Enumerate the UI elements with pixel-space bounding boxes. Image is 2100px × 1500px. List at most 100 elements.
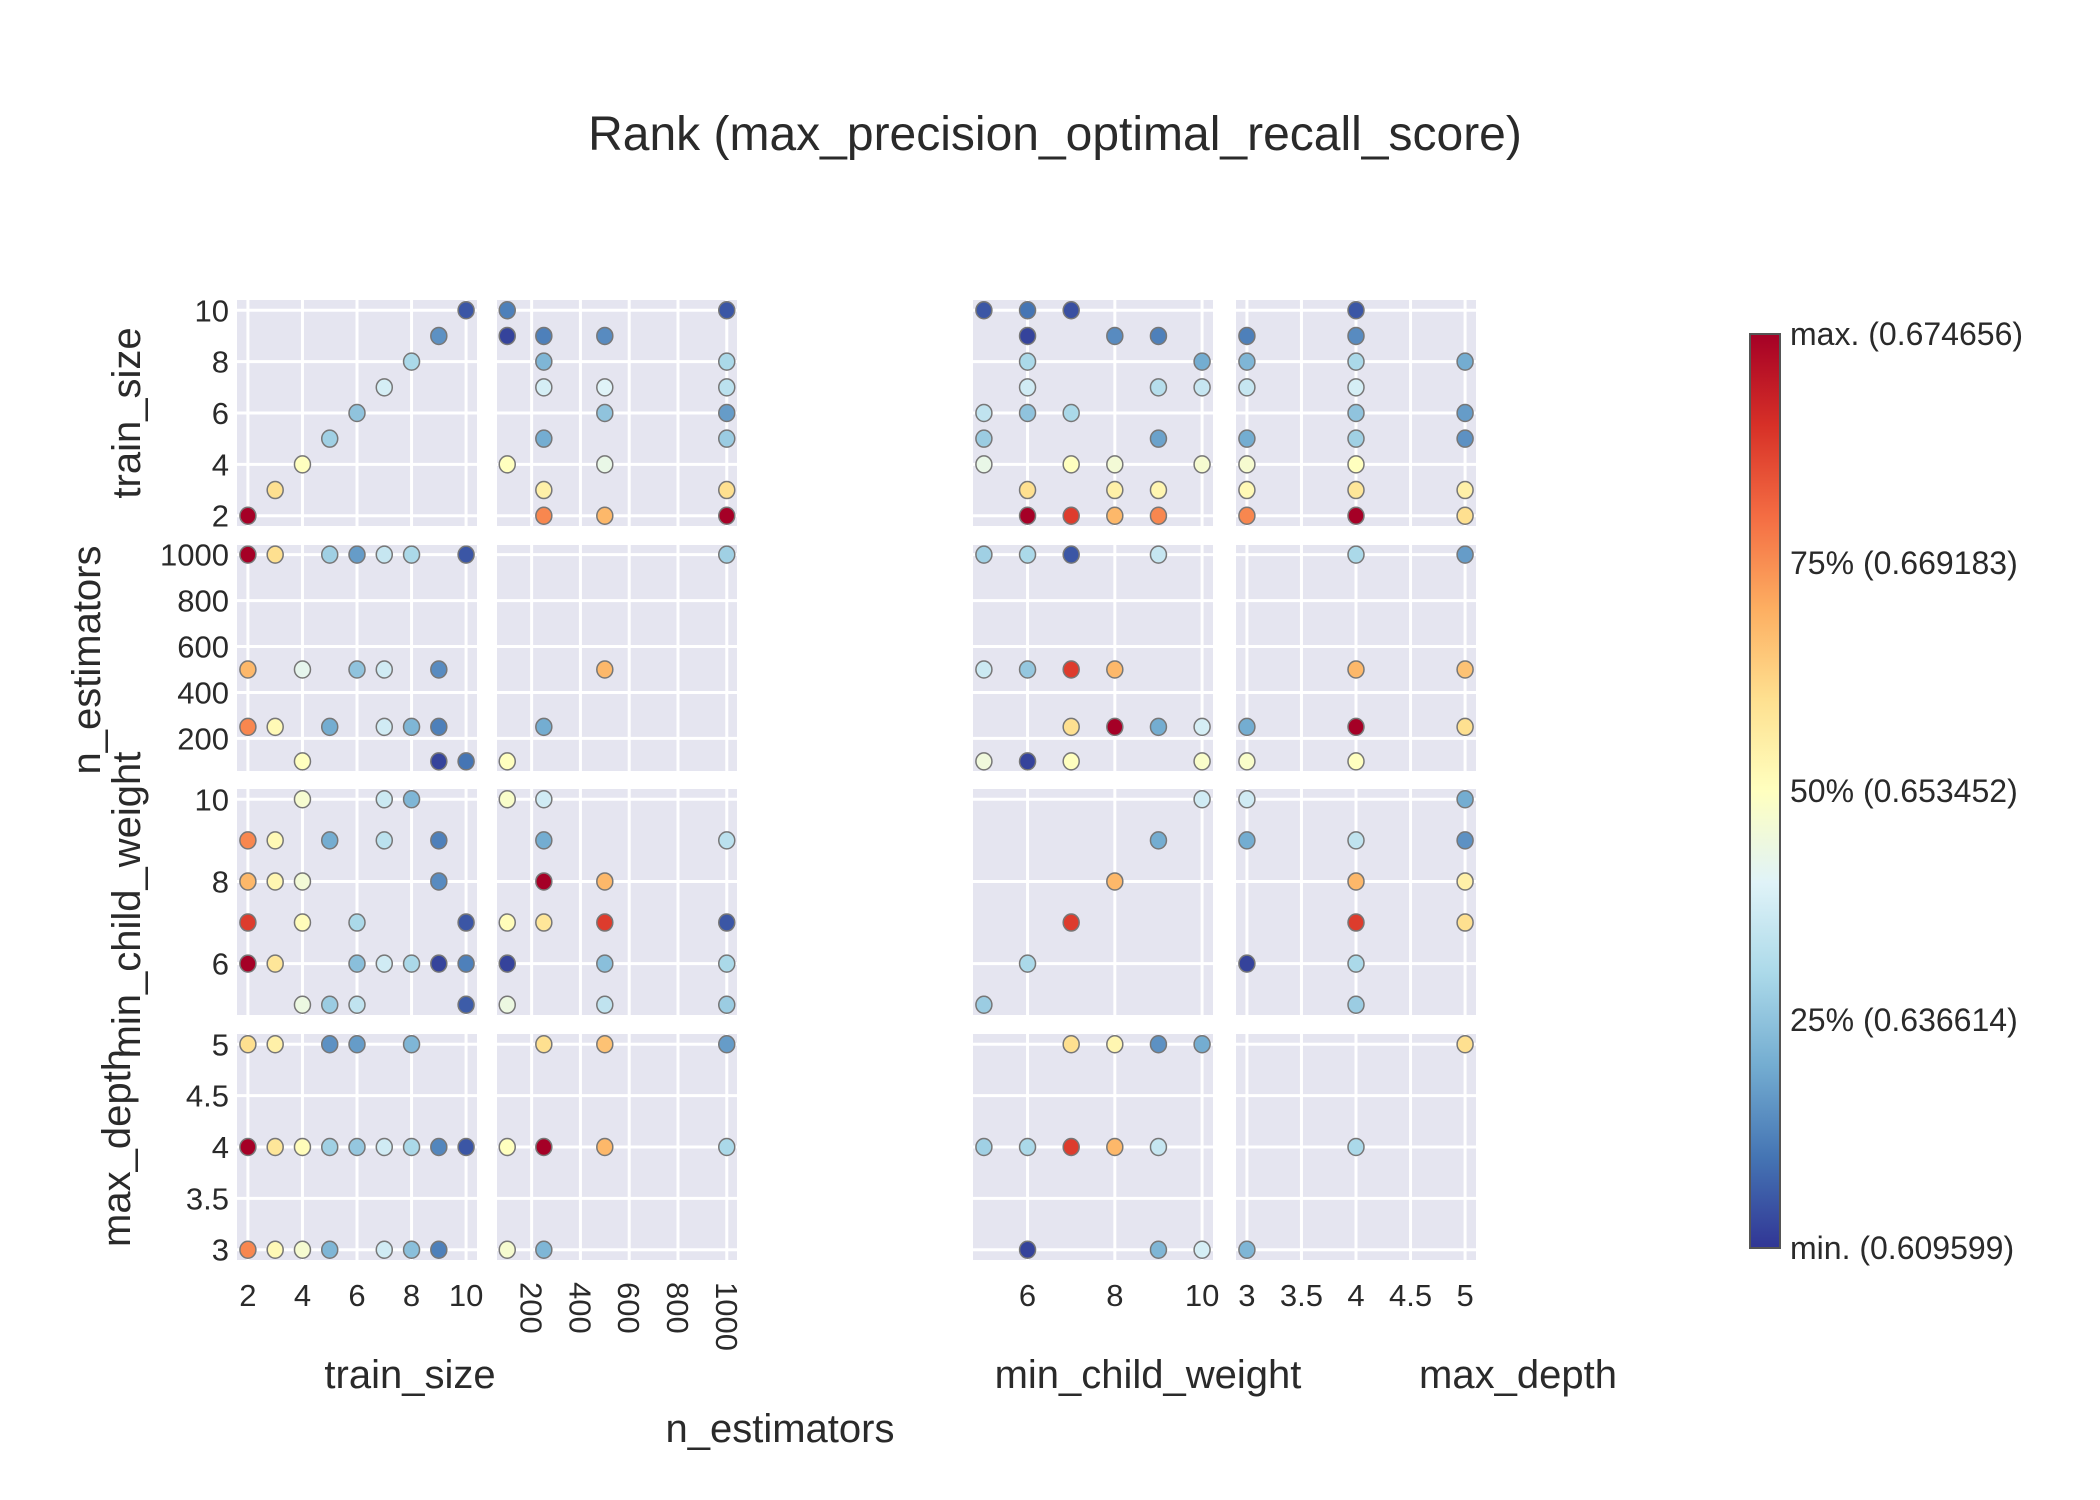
data-point xyxy=(718,480,736,500)
y-axis-title-min-child-weight: min_child_weight xyxy=(105,752,149,1059)
data-point xyxy=(239,545,257,564)
data-point xyxy=(1193,790,1211,809)
data-point xyxy=(239,660,257,679)
x-tick-label: 4 xyxy=(294,1278,311,1313)
data-point xyxy=(1238,790,1256,809)
data-point xyxy=(1018,301,1037,320)
data-point xyxy=(535,378,553,397)
panel-n_estimators-vs-train_size xyxy=(237,545,477,771)
data-point xyxy=(596,954,614,973)
data-point xyxy=(535,831,553,850)
data-point xyxy=(1018,506,1037,525)
panel-n_estimators-vs-n_estimators xyxy=(497,545,737,771)
data-point xyxy=(596,326,614,346)
data-point xyxy=(375,831,394,850)
data-point xyxy=(1347,1137,1365,1157)
y-tick-label: 10 xyxy=(195,293,229,328)
data-point xyxy=(1106,660,1124,679)
data-point xyxy=(535,1240,553,1259)
data-point xyxy=(1193,352,1211,371)
data-point xyxy=(1456,790,1474,809)
data-point xyxy=(266,717,284,737)
data-point xyxy=(239,1137,257,1157)
y-axis-title-n-estimators: n_estimators xyxy=(65,546,109,775)
data-point xyxy=(375,545,394,564)
data-point xyxy=(975,660,993,679)
x-tick-label: 3 xyxy=(1238,1278,1255,1313)
data-point xyxy=(293,872,312,891)
data-point xyxy=(1062,506,1080,525)
data-point xyxy=(239,506,257,525)
data-point xyxy=(718,954,736,973)
data-point xyxy=(457,913,475,932)
y-tick-label: 800 xyxy=(177,584,229,619)
data-point xyxy=(535,913,553,932)
data-point xyxy=(320,831,339,850)
data-point xyxy=(498,913,516,932)
data-point xyxy=(1238,378,1256,397)
x-tick-label: 6 xyxy=(1019,1278,1036,1313)
y-tick-label: 400 xyxy=(177,675,229,710)
data-point xyxy=(1347,913,1365,932)
data-point xyxy=(375,378,394,397)
data-point xyxy=(1062,717,1080,737)
data-point xyxy=(457,545,475,564)
data-point xyxy=(239,872,257,891)
data-point xyxy=(348,1035,366,1054)
data-point xyxy=(266,1240,284,1259)
data-point xyxy=(320,1240,339,1259)
data-point xyxy=(498,326,516,346)
colorbar-label-75: 75% (0.669183) xyxy=(1790,545,2018,581)
data-point xyxy=(1347,455,1365,474)
data-point xyxy=(430,326,448,346)
data-point xyxy=(239,1035,257,1054)
data-point xyxy=(1018,326,1037,346)
data-point xyxy=(1018,752,1037,771)
data-point xyxy=(1238,480,1256,500)
data-point xyxy=(498,790,516,809)
y-axis-title-train-size: train_size xyxy=(105,327,149,498)
data-point xyxy=(402,790,421,809)
chart-title: Rank (max_precision_optimal_recall_score… xyxy=(588,108,1522,161)
data-point xyxy=(1347,403,1365,423)
data-point xyxy=(535,717,553,737)
panel-n_estimators-vs-max_depth xyxy=(1236,545,1476,771)
data-point xyxy=(1238,352,1256,371)
data-point xyxy=(402,954,421,973)
data-point xyxy=(1456,1035,1474,1054)
data-point xyxy=(1018,378,1037,397)
data-point xyxy=(1347,872,1365,891)
data-point xyxy=(1456,872,1474,891)
y-tick-label: 3.5 xyxy=(186,1181,229,1216)
data-point xyxy=(1149,326,1168,346)
colorbar: max. (0.674656) 75% (0.669183) 50% (0.65… xyxy=(1749,316,2023,1266)
data-point xyxy=(430,660,448,679)
data-point xyxy=(348,995,366,1014)
data-point xyxy=(535,1137,553,1157)
data-point xyxy=(293,455,312,474)
data-point xyxy=(320,545,339,564)
data-point xyxy=(1456,352,1474,371)
data-point xyxy=(718,1035,736,1054)
data-point xyxy=(1149,1240,1168,1259)
data-point xyxy=(718,403,736,423)
x-axis-title-train-size: train_size xyxy=(324,1353,495,1397)
data-point xyxy=(1347,301,1365,320)
data-point xyxy=(975,403,993,423)
data-point xyxy=(718,1137,736,1157)
data-point xyxy=(293,752,312,771)
data-point xyxy=(1238,717,1256,737)
x-tick-label: 4 xyxy=(1347,1278,1364,1313)
data-point xyxy=(430,831,448,850)
panel-background xyxy=(497,545,737,771)
data-point xyxy=(1062,1035,1080,1054)
data-point xyxy=(596,1137,614,1157)
data-point xyxy=(1193,752,1211,771)
data-point xyxy=(1193,455,1211,474)
data-point xyxy=(1018,545,1037,564)
data-point xyxy=(1062,752,1080,771)
data-point xyxy=(1106,1137,1124,1157)
panel-background xyxy=(497,789,737,1015)
data-point xyxy=(266,872,284,891)
